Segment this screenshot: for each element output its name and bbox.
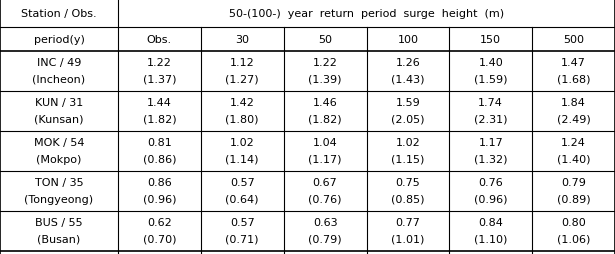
Text: (1.15): (1.15)	[391, 154, 424, 164]
Text: (0.86): (0.86)	[143, 154, 176, 164]
Text: 1.17: 1.17	[478, 138, 503, 148]
Text: 0.57: 0.57	[230, 178, 255, 187]
Text: (1.39): (1.39)	[308, 75, 342, 85]
Text: (1.27): (1.27)	[226, 75, 259, 85]
Text: (0.71): (0.71)	[226, 234, 259, 244]
Text: 0.76: 0.76	[478, 178, 503, 187]
Text: (0.96): (0.96)	[143, 194, 176, 204]
Text: (0.76): (0.76)	[308, 194, 342, 204]
Text: period(y): period(y)	[34, 35, 84, 45]
Text: 1.59: 1.59	[395, 98, 420, 108]
Text: 1.42: 1.42	[230, 98, 255, 108]
Text: (2.05): (2.05)	[391, 115, 425, 124]
Text: (2.49): (2.49)	[557, 115, 590, 124]
Text: (0.85): (0.85)	[391, 194, 425, 204]
Text: (Tongyeong): (Tongyeong)	[25, 194, 93, 204]
Text: 1.46: 1.46	[312, 98, 338, 108]
Text: 1.12: 1.12	[230, 58, 255, 68]
Text: 1.24: 1.24	[561, 138, 586, 148]
Text: (0.64): (0.64)	[226, 194, 259, 204]
Text: MOK / 54: MOK / 54	[34, 138, 84, 148]
Text: (1.32): (1.32)	[474, 154, 507, 164]
Text: 0.79: 0.79	[561, 178, 586, 187]
Text: 1.22: 1.22	[312, 58, 338, 68]
Text: Obs.: Obs.	[147, 35, 172, 45]
Text: 100: 100	[397, 35, 418, 45]
Text: (1.82): (1.82)	[308, 115, 342, 124]
Text: 50: 50	[318, 35, 332, 45]
Text: 30: 30	[236, 35, 249, 45]
Text: 0.62: 0.62	[147, 217, 172, 227]
Text: BUS / 55: BUS / 55	[35, 217, 83, 227]
Text: (1.10): (1.10)	[474, 234, 507, 244]
Text: 500: 500	[563, 35, 584, 45]
Text: 1.84: 1.84	[561, 98, 586, 108]
Text: (1.80): (1.80)	[226, 115, 259, 124]
Text: 0.77: 0.77	[395, 217, 421, 227]
Text: 1.02: 1.02	[230, 138, 255, 148]
Text: (1.06): (1.06)	[557, 234, 590, 244]
Text: 1.74: 1.74	[478, 98, 503, 108]
Text: (1.40): (1.40)	[557, 154, 590, 164]
Text: (0.96): (0.96)	[474, 194, 507, 204]
Text: (2.31): (2.31)	[474, 115, 507, 124]
Text: 0.67: 0.67	[312, 178, 338, 187]
Text: (1.43): (1.43)	[391, 75, 425, 85]
Text: 1.40: 1.40	[478, 58, 503, 68]
Text: (1.59): (1.59)	[474, 75, 507, 85]
Text: 50-(100-)  year  return  period  surge  height  (m): 50-(100-) year return period surge heigh…	[229, 9, 504, 19]
Text: (1.68): (1.68)	[557, 75, 590, 85]
Text: INC / 49: INC / 49	[37, 58, 81, 68]
Text: (Kunsan): (Kunsan)	[34, 115, 84, 124]
Text: Station / Obs.: Station / Obs.	[21, 9, 97, 19]
Text: (0.70): (0.70)	[143, 234, 176, 244]
Text: (Incheon): (Incheon)	[33, 75, 85, 85]
Text: 0.57: 0.57	[230, 217, 255, 227]
Text: 1.04: 1.04	[312, 138, 338, 148]
Text: (1.01): (1.01)	[391, 234, 424, 244]
Text: 0.86: 0.86	[147, 178, 172, 187]
Text: TON / 35: TON / 35	[34, 178, 83, 187]
Text: 0.81: 0.81	[147, 138, 172, 148]
Text: 1.44: 1.44	[147, 98, 172, 108]
Text: (1.82): (1.82)	[143, 115, 177, 124]
Text: 1.22: 1.22	[147, 58, 172, 68]
Text: (Mokpo): (Mokpo)	[36, 154, 82, 164]
Text: (1.37): (1.37)	[143, 75, 176, 85]
Text: 0.75: 0.75	[395, 178, 420, 187]
Text: 150: 150	[480, 35, 501, 45]
Text: 0.80: 0.80	[561, 217, 586, 227]
Text: (0.79): (0.79)	[308, 234, 342, 244]
Text: 0.63: 0.63	[313, 217, 338, 227]
Text: KUN / 31: KUN / 31	[35, 98, 83, 108]
Text: (1.14): (1.14)	[226, 154, 259, 164]
Text: (1.17): (1.17)	[308, 154, 342, 164]
Text: 1.02: 1.02	[395, 138, 420, 148]
Text: 1.26: 1.26	[395, 58, 420, 68]
Text: (0.89): (0.89)	[557, 194, 590, 204]
Text: (Busan): (Busan)	[38, 234, 81, 244]
Text: 1.47: 1.47	[561, 58, 586, 68]
Text: 0.84: 0.84	[478, 217, 503, 227]
